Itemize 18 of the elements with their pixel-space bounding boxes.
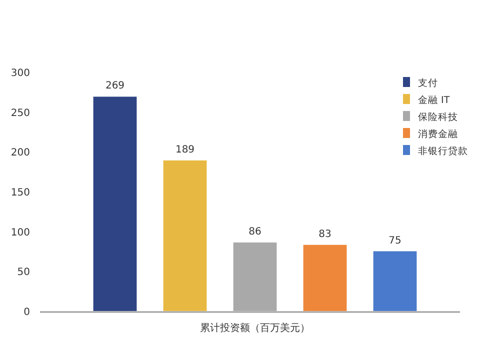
legend-label: 消费金融 [418, 128, 458, 140]
data-label: 83 [318, 228, 332, 240]
x-tick-label: 累计投资额（百万美元） [200, 322, 310, 334]
legend-label: 非银行贷款 [418, 145, 468, 157]
y-tick-label: 300 [10, 68, 30, 79]
y-tick-label: 50 [17, 267, 30, 278]
legend-label: 支付 [418, 77, 438, 89]
data-label: 189 [175, 144, 195, 156]
data-label: 86 [248, 226, 262, 238]
legend-label: 金融 IT [418, 94, 450, 106]
y-tick-label: 200 [10, 148, 30, 159]
data-label: 269 [105, 80, 125, 92]
data-label: 75 [388, 235, 402, 246]
legend-label: 保险科技 [418, 111, 458, 123]
y-tick-label: 0 [24, 307, 30, 318]
y-tick-label: 150 [10, 188, 30, 198]
y-tick-label: 100 [10, 227, 30, 238]
y-tick-label: 250 [10, 108, 30, 119]
